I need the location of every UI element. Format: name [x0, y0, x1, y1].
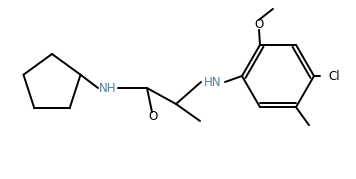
- Text: NH: NH: [99, 81, 117, 95]
- Text: HN: HN: [204, 76, 222, 88]
- Text: Cl: Cl: [328, 69, 340, 83]
- Text: O: O: [148, 110, 158, 124]
- Text: O: O: [255, 18, 264, 31]
